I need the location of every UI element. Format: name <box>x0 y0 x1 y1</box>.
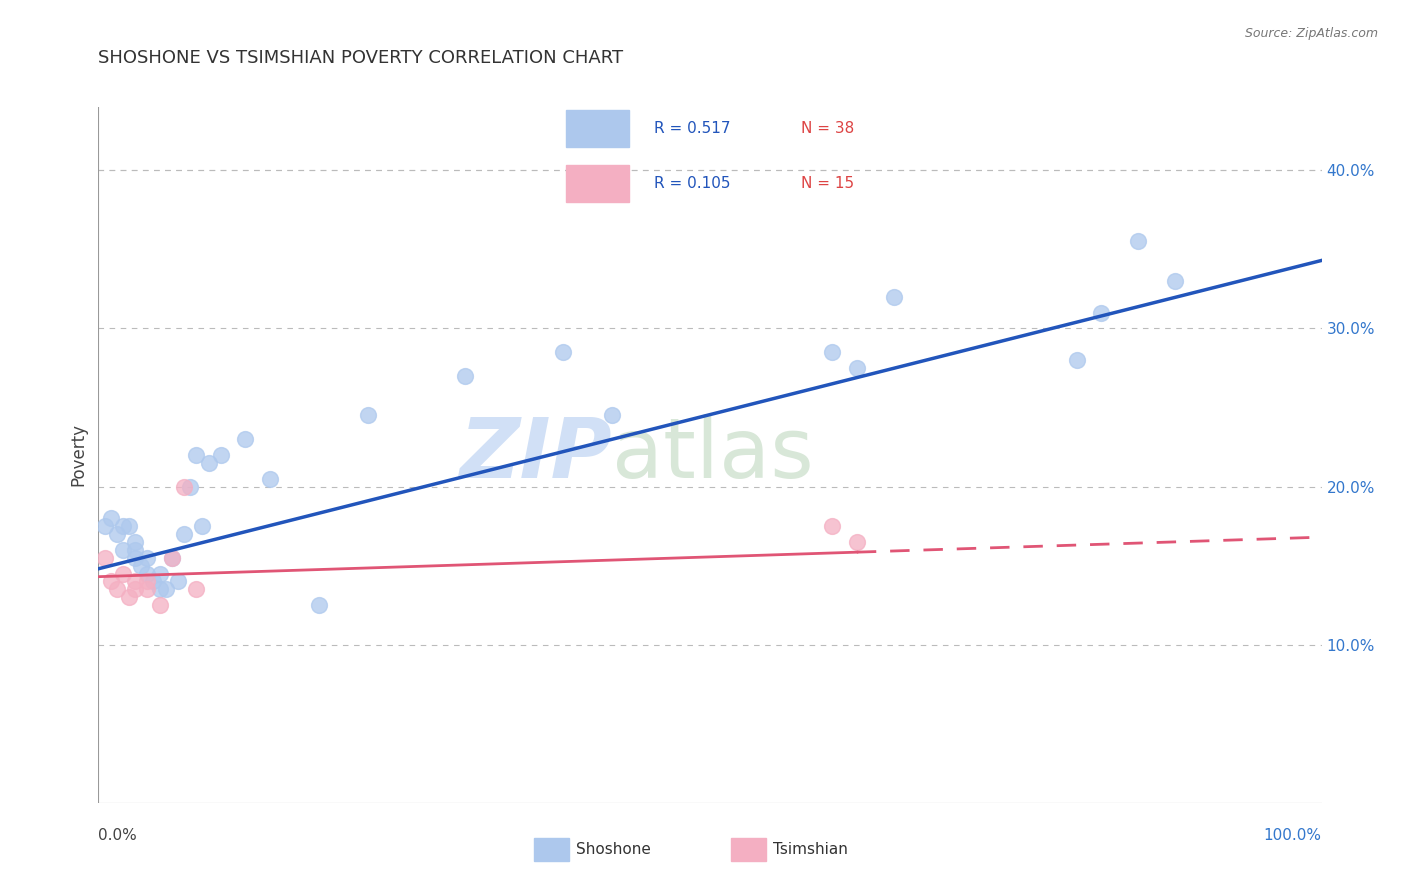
Text: R = 0.517: R = 0.517 <box>654 120 730 136</box>
Point <box>124 574 146 589</box>
Text: N = 38: N = 38 <box>801 120 855 136</box>
Point <box>1090 305 1112 319</box>
Point <box>136 550 159 565</box>
Point <box>186 582 208 597</box>
Point <box>259 472 281 486</box>
Text: N = 15: N = 15 <box>801 177 855 192</box>
Point <box>356 409 378 423</box>
Point <box>124 582 146 597</box>
Point <box>173 479 195 493</box>
Point <box>186 448 208 462</box>
Point <box>93 550 115 565</box>
Point <box>105 527 128 541</box>
Point <box>136 574 159 589</box>
Bar <box>567 110 630 147</box>
Point <box>93 519 115 533</box>
Point <box>1128 235 1150 249</box>
Text: 100.0%: 100.0% <box>1264 828 1322 843</box>
Text: Shoshone: Shoshone <box>576 842 651 856</box>
Point <box>111 519 134 533</box>
Point <box>600 409 623 423</box>
Text: atlas: atlas <box>612 415 814 495</box>
Point <box>197 456 219 470</box>
Point <box>142 574 165 589</box>
Point <box>149 598 172 612</box>
Point <box>1164 274 1187 288</box>
Text: 0.0%: 0.0% <box>98 828 138 843</box>
Point <box>111 542 134 557</box>
Text: Source: ZipAtlas.com: Source: ZipAtlas.com <box>1244 27 1378 40</box>
Point <box>209 448 232 462</box>
Point <box>105 582 128 597</box>
Point <box>454 368 477 383</box>
Point <box>845 360 868 375</box>
Point <box>129 558 152 573</box>
Point <box>124 542 146 557</box>
Point <box>155 582 177 597</box>
Point <box>167 574 190 589</box>
Point <box>883 290 905 304</box>
Point <box>124 534 146 549</box>
Point <box>191 519 214 533</box>
Point <box>100 511 122 525</box>
Point <box>100 574 122 589</box>
Point <box>149 582 172 597</box>
Point <box>1066 353 1088 368</box>
Point <box>821 345 844 359</box>
Point <box>160 550 183 565</box>
Point <box>233 432 256 446</box>
Point <box>118 519 141 533</box>
Point <box>821 519 844 533</box>
Point <box>308 598 330 612</box>
Point <box>136 566 159 581</box>
Point <box>124 550 146 565</box>
Y-axis label: Poverty: Poverty <box>69 424 87 486</box>
Point <box>111 566 134 581</box>
Point <box>118 591 141 605</box>
Bar <box>567 165 630 202</box>
Point <box>179 479 201 493</box>
Point <box>173 527 195 541</box>
Text: R = 0.105: R = 0.105 <box>654 177 730 192</box>
Text: ZIP: ZIP <box>460 415 612 495</box>
Text: Tsimshian: Tsimshian <box>773 842 848 856</box>
Point <box>160 550 183 565</box>
Point <box>149 566 172 581</box>
Point <box>136 582 159 597</box>
Point <box>845 534 868 549</box>
Point <box>553 345 575 359</box>
Text: SHOSHONE VS TSIMSHIAN POVERTY CORRELATION CHART: SHOSHONE VS TSIMSHIAN POVERTY CORRELATIO… <box>98 49 623 67</box>
